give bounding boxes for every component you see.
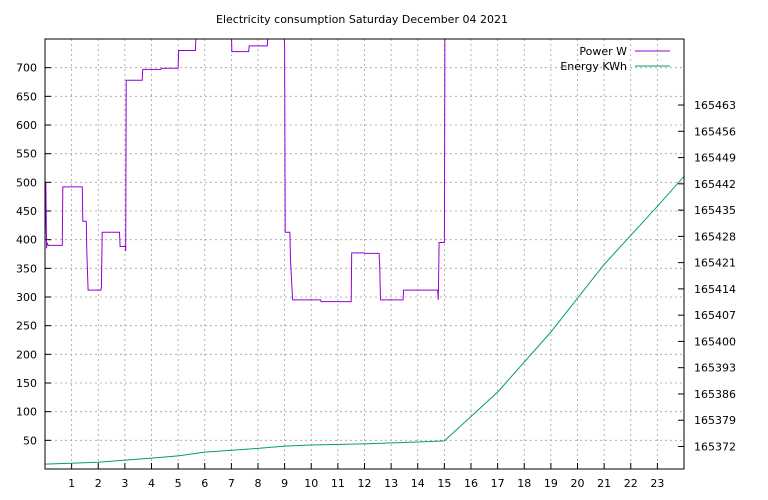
y-left-tick-label: 450 (16, 205, 37, 218)
y-left-tick-label: 600 (16, 119, 37, 132)
x-tick-label: 22 (624, 477, 638, 490)
y-left-tick-label: 700 (16, 62, 37, 75)
x-tick-label: 20 (571, 477, 585, 490)
y-left-tick-label: 200 (16, 348, 37, 361)
y-right-tick-label: 165463 (694, 99, 736, 112)
x-tick-labels: 1 2 3 4 5 6 7 8 9 10 11 12 13 14 15 16 17 18 19 20 21 22 23 (68, 477, 664, 490)
y-right-tick-label: 165456 (694, 125, 736, 138)
y-left-tick-label: 150 (16, 377, 37, 390)
x-tick-label: 10 (304, 477, 318, 490)
x-tick-label: 18 (517, 477, 531, 490)
x-tick-label: 23 (650, 477, 664, 490)
series-line-power-w (45, 39, 446, 303)
x-tick-label: 6 (201, 477, 208, 490)
y-left-tick-label: 100 (16, 406, 37, 419)
y-right-tick-label: 165435 (694, 204, 736, 217)
x-tick-label: 14 (411, 477, 425, 490)
x-tick-label: 9 (281, 477, 288, 490)
y-left-tick-labels: 50 100 150 200 250 300 350 400 450 500 550 600 650 70… (16, 62, 37, 448)
x-tick-label: 17 (491, 477, 505, 490)
x-tick-label: 7 (228, 477, 235, 490)
grid (45, 39, 684, 469)
series-line-energy-kwh (45, 175, 684, 465)
x-tick-label: 3 (121, 477, 128, 490)
plot-border (44, 38, 685, 470)
x-tick-label: 2 (95, 477, 102, 490)
y-right-tick-label: 165428 (694, 230, 736, 243)
y-left-tick-label: 500 (16, 176, 37, 189)
legend: Power W Energy KWh (560, 45, 670, 73)
y-right-tick-labels: 165372 165379 165386 165393 165400 165407 1654… (694, 99, 736, 453)
legend-label-power-w: Power W (579, 45, 627, 58)
x-tick-label: 8 (255, 477, 262, 490)
y-left-tick-label: 250 (16, 320, 37, 333)
x-tick-label: 15 (437, 477, 451, 490)
x-tick-label: 13 (384, 477, 398, 490)
y-right-tick-label: 165386 (694, 388, 736, 401)
y-left-tick-label: 50 (23, 434, 37, 447)
x-tick-label: 21 (597, 477, 611, 490)
x-tick-label: 5 (175, 477, 182, 490)
x-tick-label: 1 (68, 477, 75, 490)
y-right-tick-label: 165421 (694, 257, 736, 270)
y-right-tick-label: 165393 (694, 362, 736, 375)
x-tick-label: 12 (358, 477, 372, 490)
legend-label-energy-kwh: Energy KWh (560, 60, 627, 73)
y-left-tick-label: 300 (16, 291, 37, 304)
y-right-tick-label: 165400 (694, 335, 736, 348)
y-right-tick-label: 165449 (694, 152, 736, 165)
chart-title: Electricity consumption Saturday Decembe… (216, 13, 508, 26)
y-right-tick-label: 165407 (694, 309, 736, 322)
y-left-tick-label: 650 (16, 90, 37, 103)
series-layer (45, 39, 684, 465)
y-right-tick-label: 165442 (694, 178, 736, 191)
x-tick-label: 19 (544, 477, 558, 490)
y-left-tick-label: 350 (16, 262, 37, 275)
y-left-tick-label: 400 (16, 234, 37, 247)
y-right-tick-label: 165414 (694, 283, 736, 296)
y-right-tick-label: 165372 (694, 440, 736, 453)
y-right-tick-label: 165379 (694, 414, 736, 427)
x-tick-label: 16 (464, 477, 478, 490)
x-tick-label: 11 (331, 477, 345, 490)
x-tick-label: 4 (148, 477, 155, 490)
y-left-tick-label: 550 (16, 148, 37, 161)
